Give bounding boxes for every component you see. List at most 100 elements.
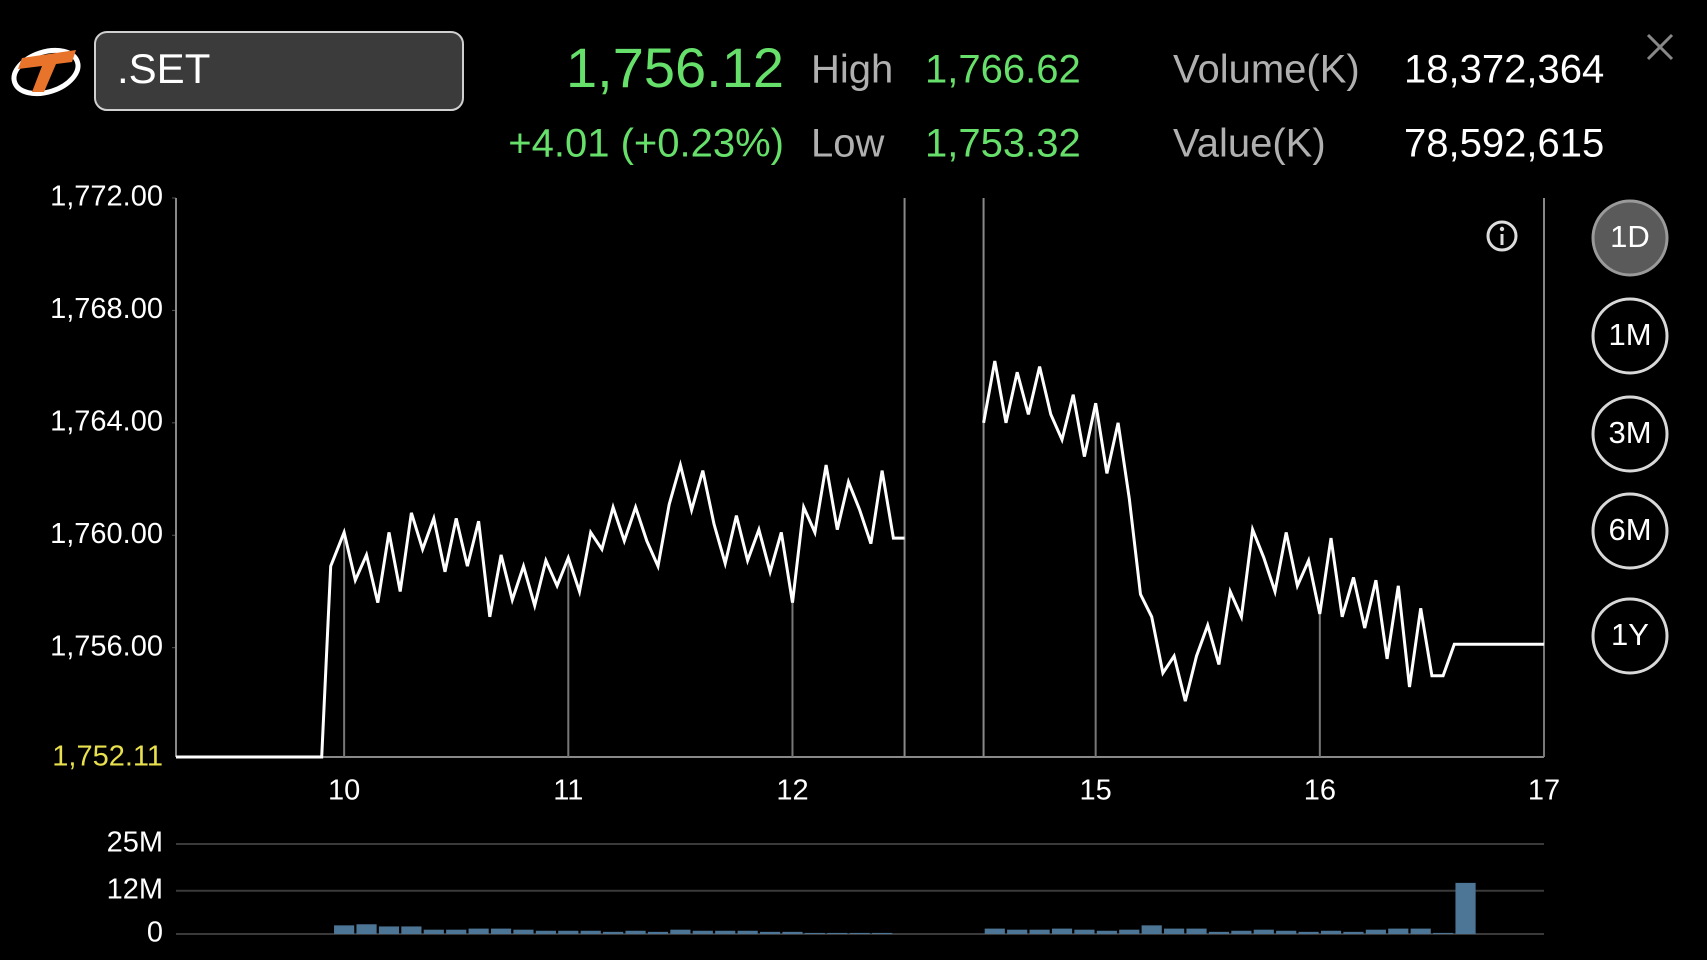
volume-bar bbox=[1186, 928, 1207, 934]
stat-label: Volume(K) bbox=[1173, 48, 1360, 92]
volume-bar bbox=[1410, 928, 1431, 934]
symbol: .SET bbox=[117, 45, 210, 92]
y-tick-label: 0 bbox=[147, 917, 163, 949]
volume-bar bbox=[603, 931, 624, 934]
volume-bar bbox=[558, 930, 579, 934]
period-circle[interactable] bbox=[1591, 199, 1669, 277]
volume-bar bbox=[827, 932, 848, 934]
period-selector: 1D 1M 3M 6M 1Y bbox=[1591, 199, 1669, 675]
period-label[interactable]: 1M bbox=[1608, 317, 1651, 352]
volume-bar bbox=[1141, 925, 1162, 934]
price-line bbox=[982, 360, 1544, 702]
period-button[interactable]: 6M bbox=[1591, 492, 1669, 570]
x-tick-label: 16 bbox=[1304, 775, 1336, 807]
volume-bar bbox=[1051, 928, 1073, 934]
volume-bar bbox=[1433, 932, 1454, 934]
volume-bar bbox=[1007, 929, 1028, 934]
volume-bar bbox=[625, 930, 646, 934]
volume-bar bbox=[984, 928, 1005, 934]
volume-bar bbox=[1096, 930, 1117, 934]
volume-bar bbox=[446, 929, 467, 934]
price-change: +4.01 (+0.23%) bbox=[508, 122, 784, 166]
y-tick-label: 12M bbox=[107, 873, 163, 905]
volume-bar bbox=[1298, 931, 1319, 934]
volume-bar bbox=[1276, 930, 1297, 934]
volume-bar bbox=[334, 925, 355, 934]
volume-bar bbox=[378, 926, 400, 934]
price-line bbox=[176, 459, 905, 759]
x-tick-label: 15 bbox=[1080, 775, 1112, 807]
volume-bar bbox=[423, 929, 444, 934]
price-chart: 1,756.00 1,760.00 1,764.00 1,768.00 1,772.00… bbox=[50, 181, 1560, 807]
volume-bar bbox=[580, 930, 601, 934]
period-label[interactable]: 3M bbox=[1608, 415, 1651, 450]
volume-bar bbox=[1365, 929, 1386, 934]
x-tick-label: 12 bbox=[776, 775, 808, 807]
volume-bar bbox=[782, 931, 803, 934]
volume-bar bbox=[1119, 929, 1140, 934]
volume-bar bbox=[670, 929, 691, 934]
period-circle[interactable] bbox=[1591, 597, 1669, 675]
period-circle[interactable] bbox=[1591, 395, 1669, 473]
x-tick-label: 11 bbox=[553, 775, 583, 807]
volume-bar bbox=[468, 928, 489, 934]
y-tick-label: 1,760.00 bbox=[50, 518, 163, 550]
volume-bar bbox=[872, 932, 893, 934]
y-tick-label: 1,772.00 bbox=[50, 181, 163, 213]
period-button[interactable]: 1D bbox=[1591, 199, 1669, 277]
y-tick-label: 1,768.00 bbox=[50, 293, 163, 325]
period-button[interactable]: 3M bbox=[1591, 395, 1669, 473]
stat-value: 18,372,364 bbox=[1404, 48, 1604, 92]
period-button[interactable]: 1Y bbox=[1591, 597, 1669, 675]
y-tick-label: 25M bbox=[107, 827, 163, 859]
reference-label: 1,752.11 bbox=[52, 741, 163, 773]
volume-bar bbox=[647, 931, 669, 934]
volume-chart: 0 12M 25M bbox=[107, 827, 1544, 949]
volume-bar bbox=[535, 930, 556, 934]
last-price: 1,756.12 bbox=[566, 36, 784, 99]
stat-value: 1,753.32 bbox=[925, 122, 1081, 166]
info-icon[interactable] bbox=[1486, 220, 1518, 252]
period-button[interactable]: 1M bbox=[1591, 297, 1669, 375]
stat-label: Value(K) bbox=[1173, 122, 1326, 166]
volume-bar bbox=[804, 932, 825, 934]
symbol-search[interactable]: .SET bbox=[94, 31, 464, 111]
volume-bar bbox=[401, 926, 422, 934]
volume-bar bbox=[490, 928, 512, 934]
volume-bar bbox=[1029, 929, 1050, 934]
stat-value: 1,766.62 bbox=[925, 48, 1081, 92]
volume-bar bbox=[849, 932, 870, 934]
volume-bar bbox=[356, 924, 377, 934]
volume-bar bbox=[513, 929, 534, 934]
volume-bar bbox=[692, 930, 713, 934]
period-label[interactable]: 1Y bbox=[1611, 617, 1649, 652]
period-label[interactable]: 6M bbox=[1608, 512, 1651, 547]
volume-bar bbox=[1208, 931, 1230, 934]
volume-bar bbox=[1343, 931, 1364, 934]
volume-bar bbox=[1455, 882, 1476, 934]
volume-bar bbox=[1253, 929, 1274, 934]
stat-label: Low bbox=[811, 122, 884, 166]
volume-bar bbox=[1164, 928, 1185, 934]
volume-bar bbox=[1231, 930, 1252, 934]
stat-value: 78,592,615 bbox=[1404, 122, 1604, 166]
search-box[interactable] bbox=[94, 31, 464, 111]
period-label[interactable]: 1D bbox=[1610, 219, 1650, 254]
period-circle[interactable] bbox=[1591, 492, 1669, 570]
volume-bar bbox=[1074, 929, 1095, 934]
volume-bar bbox=[737, 930, 758, 934]
stat-label: High bbox=[811, 48, 893, 92]
x-tick-label: 10 bbox=[328, 775, 360, 807]
y-tick-label: 1,764.00 bbox=[50, 405, 163, 437]
close-button[interactable] bbox=[1646, 33, 1674, 61]
volume-bar bbox=[1388, 928, 1409, 934]
logo bbox=[11, 47, 81, 97]
volume-bar bbox=[1320, 930, 1342, 934]
volume-bar bbox=[715, 930, 736, 934]
volume-bar bbox=[759, 931, 781, 934]
y-tick-label: 1,756.00 bbox=[50, 630, 163, 662]
period-circle[interactable] bbox=[1591, 297, 1669, 375]
x-tick-label: 17 bbox=[1528, 775, 1560, 807]
